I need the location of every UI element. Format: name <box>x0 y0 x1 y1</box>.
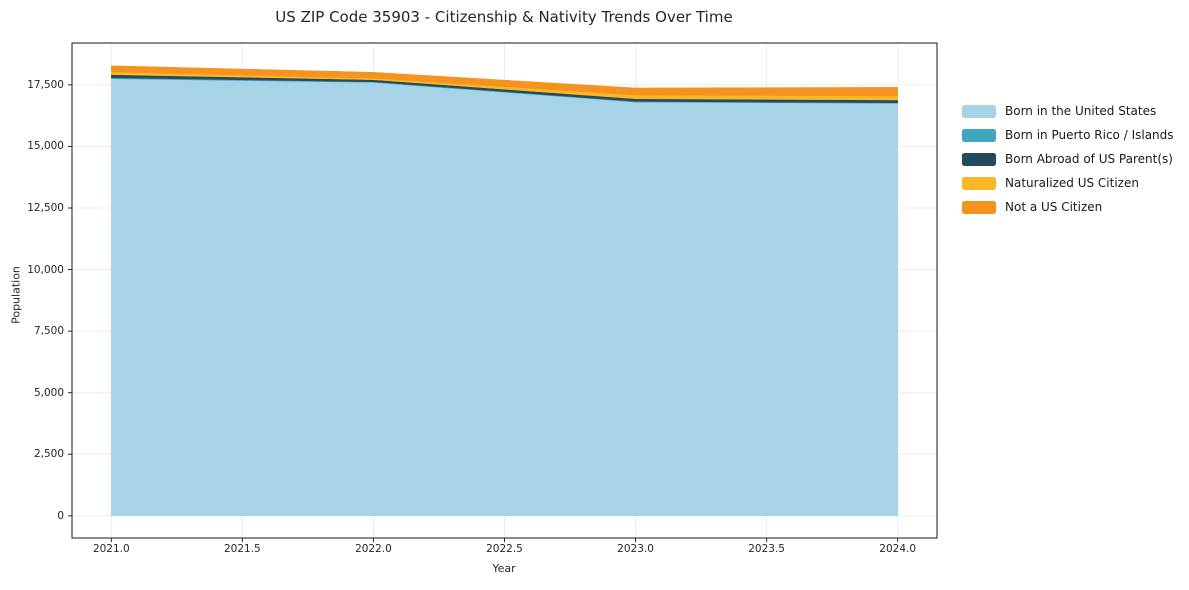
y-tick-label: 17,500 <box>27 78 64 91</box>
y-tick-label: 0 <box>57 509 64 522</box>
area-not-a-us-citizen <box>111 65 898 97</box>
chart-title: US ZIP Code 35903 - Citizenship & Nativi… <box>275 8 733 26</box>
area-born-in-the-united-states <box>111 78 898 517</box>
legend-swatch-icon <box>962 104 996 118</box>
x-axis-label: Year <box>492 562 516 575</box>
legend-item-naturalized-us-citizen: Naturalized US Citizen <box>962 171 1174 195</box>
legend-label: Born in Puerto Rico / Islands <box>1005 128 1174 142</box>
x-tick-label: 2024.0 <box>879 543 917 555</box>
legend-item-born-abroad-of-us-parent-s: Born Abroad of US Parent(s) <box>962 147 1174 171</box>
x-tick-label: 2021.0 <box>92 543 130 555</box>
legend-swatch-icon <box>962 152 996 166</box>
legend-item-born-in-puerto-rico-islands: Born in Puerto Rico / Islands <box>962 123 1174 147</box>
legend-label: Not a US Citizen <box>1005 200 1103 214</box>
legend-label: Born in the United States <box>1005 104 1157 118</box>
legend-swatch-icon <box>962 200 996 214</box>
y-tick-label: 12,500 <box>27 202 64 214</box>
y-tick-label: 10,000 <box>27 263 64 276</box>
y-tick-label: 15,000 <box>27 140 64 153</box>
legend-item-born-in-the-united-states: Born in the United States <box>962 99 1174 123</box>
legend: Born in the United States Born in Puerto … <box>962 99 1174 219</box>
x-tick-label: 2023.0 <box>617 543 654 555</box>
legend-swatch-icon <box>962 176 996 190</box>
legend-label: Born Abroad of US Parent(s) <box>1005 152 1173 166</box>
legend-item-not-a-us-citizen: Not a US Citizen <box>962 195 1174 219</box>
y-tick-label: 5,000 <box>33 386 64 399</box>
y-axis-label: Population <box>9 266 23 324</box>
x-tick-label: 2023.5 <box>748 543 785 555</box>
x-tick-label: 2021.5 <box>224 543 261 555</box>
x-tick-label: 2022.0 <box>355 543 392 555</box>
legend-label: Naturalized US Citizen <box>1005 176 1139 190</box>
legend-swatch-icon <box>962 128 996 142</box>
y-tick-label: 7,500 <box>33 325 64 338</box>
y-tick-label: 2,500 <box>33 448 64 461</box>
x-tick-label: 2022.5 <box>486 543 523 555</box>
